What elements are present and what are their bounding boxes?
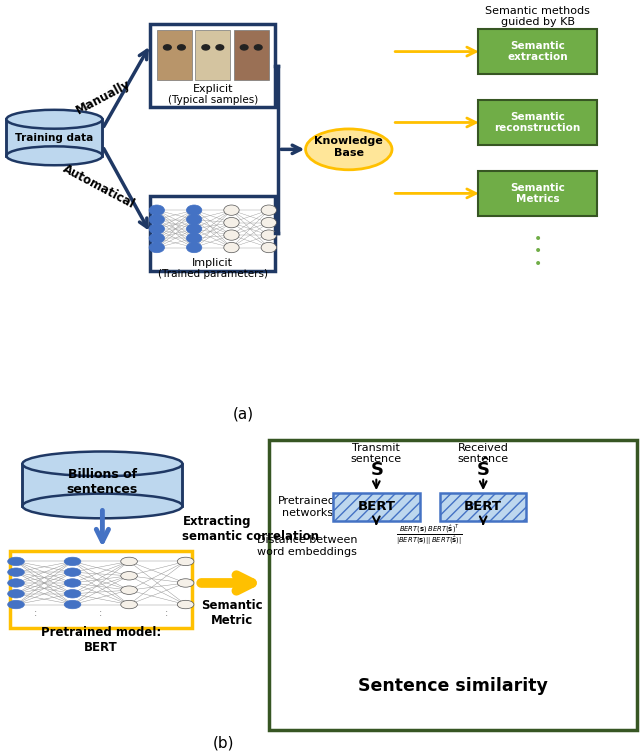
Text: (a): (a): [232, 406, 254, 421]
FancyBboxPatch shape: [150, 195, 275, 271]
Circle shape: [64, 590, 81, 598]
Ellipse shape: [6, 146, 102, 165]
FancyBboxPatch shape: [234, 30, 269, 79]
Circle shape: [224, 217, 239, 228]
Circle shape: [64, 557, 81, 566]
Circle shape: [186, 214, 202, 225]
Text: •: •: [534, 257, 541, 271]
Text: Semantic
extraction: Semantic extraction: [508, 41, 568, 63]
FancyBboxPatch shape: [479, 100, 596, 145]
Circle shape: [64, 579, 81, 587]
FancyBboxPatch shape: [440, 493, 526, 520]
Circle shape: [178, 44, 186, 50]
Circle shape: [177, 600, 194, 608]
Circle shape: [149, 233, 164, 244]
Text: Implicit: Implicit: [192, 258, 234, 268]
Circle shape: [8, 590, 24, 598]
Text: •: •: [534, 244, 541, 259]
Text: Extracting
semantic correlation: Extracting semantic correlation: [182, 515, 319, 543]
Circle shape: [164, 44, 172, 50]
Circle shape: [224, 230, 239, 241]
Bar: [6, 119, 102, 156]
Text: Semantic
reconstruction: Semantic reconstruction: [495, 112, 580, 133]
FancyBboxPatch shape: [195, 30, 230, 79]
Text: (b): (b): [213, 736, 235, 751]
Circle shape: [8, 579, 24, 587]
Circle shape: [8, 600, 24, 608]
Text: Explicit: Explicit: [193, 84, 233, 93]
Circle shape: [8, 557, 24, 566]
Text: $\mathit{\mathbf{\hat{S}}}$: $\mathit{\mathbf{\hat{S}}}$: [476, 458, 490, 480]
Text: Pretrained
networks: Pretrained networks: [278, 496, 336, 517]
Ellipse shape: [22, 494, 182, 518]
Text: Semantic
Metric: Semantic Metric: [201, 599, 263, 627]
Text: Received
sentence: Received sentence: [458, 443, 509, 464]
Circle shape: [216, 44, 224, 50]
Text: Transmit
sentence: Transmit sentence: [351, 443, 402, 464]
Circle shape: [186, 242, 202, 253]
Circle shape: [64, 600, 81, 608]
Text: :: :: [33, 608, 37, 618]
Circle shape: [224, 242, 239, 253]
Text: $\frac{BERT(\mathbf{s})\,BERT(\hat{\mathbf{s}})^T}{|BERT(\mathbf{s})||\,BERT(\ha: $\frac{BERT(\mathbf{s})\,BERT(\hat{\math…: [396, 523, 463, 547]
Circle shape: [186, 205, 202, 216]
Circle shape: [261, 205, 276, 216]
Circle shape: [186, 224, 202, 234]
Ellipse shape: [6, 110, 102, 129]
Circle shape: [149, 224, 164, 234]
Ellipse shape: [306, 129, 392, 170]
FancyBboxPatch shape: [479, 29, 596, 74]
Text: :: :: [99, 608, 102, 618]
Text: (Trained parameters): (Trained parameters): [158, 268, 268, 279]
FancyBboxPatch shape: [479, 171, 596, 216]
Circle shape: [241, 44, 248, 50]
FancyBboxPatch shape: [269, 440, 637, 730]
Text: Automatical: Automatical: [61, 163, 138, 211]
Circle shape: [121, 586, 138, 594]
Circle shape: [224, 205, 239, 216]
Ellipse shape: [22, 452, 182, 476]
Circle shape: [186, 233, 202, 244]
Text: guided by KB: guided by KB: [500, 17, 575, 27]
Circle shape: [121, 600, 138, 608]
Text: Pretrained model:
BERT: Pretrained model: BERT: [41, 626, 161, 654]
Text: Training data: Training data: [15, 133, 93, 143]
Circle shape: [149, 214, 164, 225]
Text: BERT: BERT: [357, 501, 396, 513]
Circle shape: [261, 242, 276, 253]
Circle shape: [261, 230, 276, 241]
Circle shape: [202, 44, 210, 50]
FancyBboxPatch shape: [150, 23, 275, 107]
Circle shape: [121, 572, 138, 580]
Circle shape: [64, 568, 81, 576]
Circle shape: [149, 242, 164, 253]
Text: (Typical samples): (Typical samples): [168, 94, 258, 105]
Circle shape: [8, 568, 24, 576]
Circle shape: [261, 217, 276, 228]
Text: •: •: [534, 231, 541, 246]
Text: $\mathit{\mathbf{S}}$: $\mathit{\mathbf{S}}$: [369, 461, 383, 480]
Text: Distance between
word embeddings: Distance between word embeddings: [257, 535, 358, 556]
Circle shape: [177, 579, 194, 587]
Text: Knowledge
Base: Knowledge Base: [314, 136, 383, 158]
FancyBboxPatch shape: [157, 30, 192, 79]
FancyBboxPatch shape: [333, 493, 420, 520]
FancyBboxPatch shape: [10, 551, 192, 627]
Circle shape: [177, 557, 194, 566]
Text: :: :: [164, 608, 168, 618]
Text: Semantic
Metrics: Semantic Metrics: [510, 182, 565, 204]
Text: Manually: Manually: [74, 77, 133, 117]
Circle shape: [121, 557, 138, 566]
Circle shape: [255, 44, 262, 50]
Text: Semantic methods: Semantic methods: [485, 7, 590, 17]
Text: Billions of
sentences: Billions of sentences: [67, 468, 138, 496]
Circle shape: [149, 205, 164, 216]
Text: Sentence similarity: Sentence similarity: [358, 677, 548, 695]
Bar: [22, 464, 182, 506]
Text: BERT: BERT: [464, 501, 502, 513]
